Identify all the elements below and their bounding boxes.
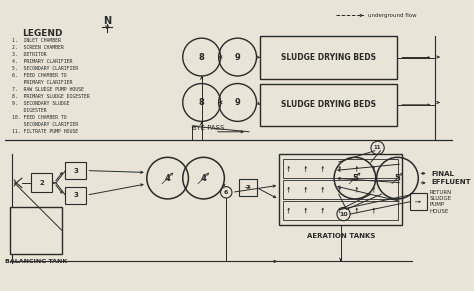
Text: 8: 8 <box>199 98 205 107</box>
Bar <box>9 207 62 254</box>
Text: RETURN
SLUDGE
PUMP
HOUSE: RETURN SLUDGE PUMP HOUSE <box>429 190 452 214</box>
Text: 6: 6 <box>224 190 228 195</box>
Bar <box>31 173 52 192</box>
Text: SLUDGE DRYING BEDS: SLUDGE DRYING BEDS <box>282 53 376 62</box>
Bar <box>279 155 402 226</box>
Bar <box>260 84 398 126</box>
Bar <box>65 187 86 204</box>
Text: FINAL
EFFLUENT: FINAL EFFLUENT <box>431 171 471 185</box>
Text: 8: 8 <box>199 53 205 62</box>
Text: 9: 9 <box>235 98 240 107</box>
Text: 11: 11 <box>374 146 382 150</box>
Bar <box>260 36 398 79</box>
Bar <box>283 180 399 199</box>
Text: 1.  INLET CHAMBER
2.  SCREEN CHAMBER
3.  DETRITOR
4.  PRIMARY CLARIFIER
5.  SECO: 1. INLET CHAMBER 2. SCREEN CHAMBER 3. DE… <box>12 38 90 134</box>
Bar <box>410 193 427 210</box>
Text: 2: 2 <box>39 180 44 186</box>
Text: LEGEND: LEGEND <box>22 29 63 38</box>
Text: 5: 5 <box>352 174 358 183</box>
Text: 7: 7 <box>246 185 250 190</box>
Text: BALANCING TANK: BALANCING TANK <box>5 258 67 264</box>
Text: AERATION TANKS: AERATION TANKS <box>307 233 375 239</box>
Bar <box>65 162 86 179</box>
Text: 9: 9 <box>235 53 240 62</box>
Text: underground flow: underground flow <box>368 13 417 18</box>
Text: SLUDGE DRYING BEDS: SLUDGE DRYING BEDS <box>282 100 376 109</box>
Text: BYE PASS: BYE PASS <box>192 125 225 131</box>
Text: 5: 5 <box>394 174 401 183</box>
Bar <box>283 159 399 178</box>
Text: 3: 3 <box>73 192 78 198</box>
Bar <box>239 179 256 196</box>
Text: 4: 4 <box>201 174 207 183</box>
Text: N: N <box>103 16 111 26</box>
Text: 10: 10 <box>339 212 348 217</box>
Bar <box>283 201 399 220</box>
Text: 4: 4 <box>164 174 171 183</box>
Text: 3: 3 <box>73 168 78 173</box>
